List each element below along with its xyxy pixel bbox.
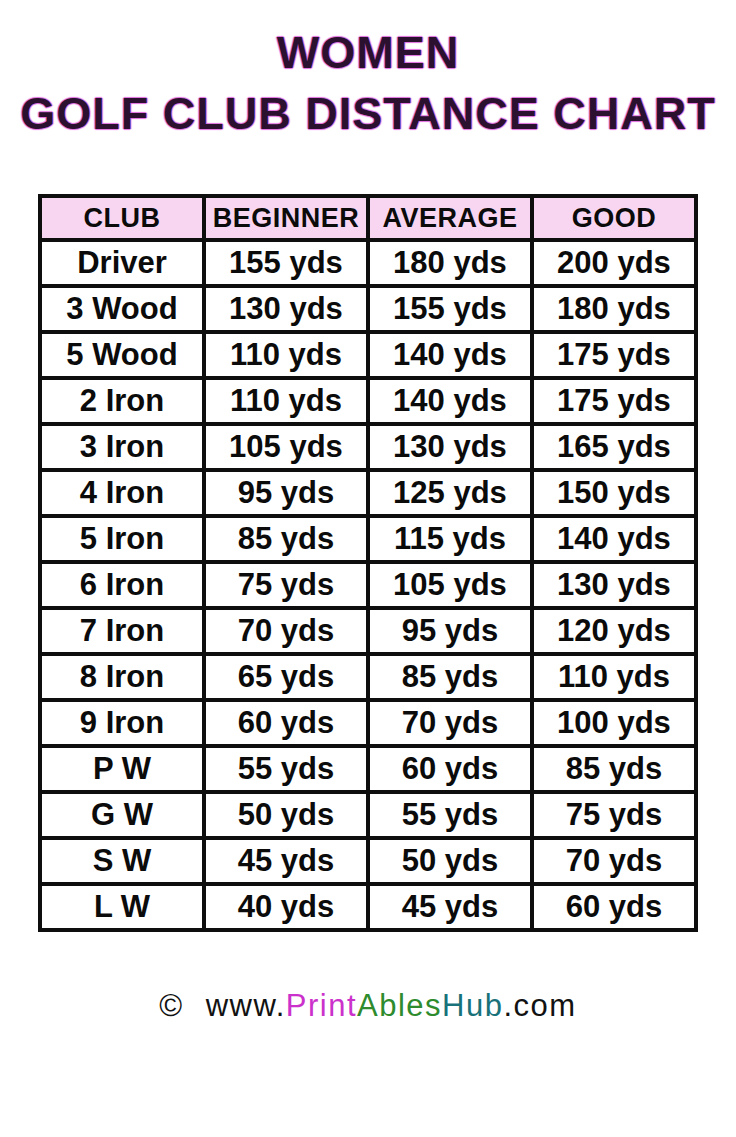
table-row: 5 Iron85 yds115 yds140 yds: [40, 516, 696, 562]
distance-cell: 50 yds: [204, 792, 368, 838]
distance-cell: 125 yds: [368, 470, 532, 516]
table-row: 4 Iron95 yds125 yds150 yds: [40, 470, 696, 516]
distance-cell: 70 yds: [204, 608, 368, 654]
table-row: 7 Iron70 yds95 yds120 yds: [40, 608, 696, 654]
distance-cell: 95 yds: [204, 470, 368, 516]
club-cell: 3 Wood: [40, 286, 204, 332]
url-www: www.: [206, 988, 286, 1023]
page-title-line2: GOLF CLUB DISTANCE CHART: [0, 83, 736, 144]
table-row: 3 Iron105 yds130 yds165 yds: [40, 424, 696, 470]
page-title: WOMEN GOLF CLUB DISTANCE CHART: [0, 0, 736, 144]
distance-cell: 200 yds: [532, 240, 696, 286]
distance-cell: 60 yds: [532, 884, 696, 930]
distance-cell: 40 yds: [204, 884, 368, 930]
distance-cell: 110 yds: [204, 332, 368, 378]
club-cell: L W: [40, 884, 204, 930]
column-header-average: AVERAGE: [368, 196, 532, 240]
club-cell: 8 Iron: [40, 654, 204, 700]
distance-cell: 85 yds: [368, 654, 532, 700]
distance-cell: 140 yds: [368, 332, 532, 378]
club-cell: 5 Iron: [40, 516, 204, 562]
distance-cell: 60 yds: [368, 746, 532, 792]
distance-cell: 165 yds: [532, 424, 696, 470]
column-header-club: CLUB: [40, 196, 204, 240]
distance-cell: 110 yds: [204, 378, 368, 424]
distance-cell: 55 yds: [204, 746, 368, 792]
distance-cell: 140 yds: [368, 378, 532, 424]
club-cell: S W: [40, 838, 204, 884]
url-ables: Ables: [357, 988, 442, 1023]
distance-cell: 45 yds: [368, 884, 532, 930]
club-cell: 3 Iron: [40, 424, 204, 470]
table-header: CLUB BEGINNER AVERAGE GOOD: [40, 196, 696, 240]
distance-cell: 105 yds: [368, 562, 532, 608]
table-row: L W40 yds45 yds60 yds: [40, 884, 696, 930]
table-row: 2 Iron110 yds140 yds175 yds: [40, 378, 696, 424]
distance-cell: 75 yds: [532, 792, 696, 838]
table-body: Driver155 yds180 yds200 yds3 Wood130 yds…: [40, 240, 696, 930]
distance-cell: 65 yds: [204, 654, 368, 700]
distance-cell: 70 yds: [532, 838, 696, 884]
column-header-beginner: BEGINNER: [204, 196, 368, 240]
distance-cell: 120 yds: [532, 608, 696, 654]
distance-cell: 70 yds: [368, 700, 532, 746]
distance-table: CLUB BEGINNER AVERAGE GOOD Driver155 yds…: [38, 194, 698, 932]
distance-cell: 60 yds: [204, 700, 368, 746]
distance-cell: 45 yds: [204, 838, 368, 884]
distance-cell: 55 yds: [368, 792, 532, 838]
table-row: Driver155 yds180 yds200 yds: [40, 240, 696, 286]
distance-cell: 95 yds: [368, 608, 532, 654]
distance-cell: 130 yds: [532, 562, 696, 608]
club-cell: 4 Iron: [40, 470, 204, 516]
distance-cell: 180 yds: [532, 286, 696, 332]
distance-cell: 175 yds: [532, 332, 696, 378]
table-row: S W45 yds50 yds70 yds: [40, 838, 696, 884]
table-row: 9 Iron60 yds70 yds100 yds: [40, 700, 696, 746]
table-header-row: CLUB BEGINNER AVERAGE GOOD: [40, 196, 696, 240]
club-cell: 9 Iron: [40, 700, 204, 746]
page-title-line1: WOMEN: [0, 22, 736, 83]
distance-cell: 155 yds: [204, 240, 368, 286]
distance-cell: 75 yds: [204, 562, 368, 608]
distance-cell: 115 yds: [368, 516, 532, 562]
url-print: Print: [286, 988, 357, 1023]
distance-cell: 180 yds: [368, 240, 532, 286]
distance-cell: 100 yds: [532, 700, 696, 746]
table-row: 6 Iron75 yds105 yds130 yds: [40, 562, 696, 608]
distance-cell: 130 yds: [204, 286, 368, 332]
url-hub: Hub: [442, 988, 503, 1023]
distance-cell: 130 yds: [368, 424, 532, 470]
footer-credit: © www.PrintAblesHub.com: [0, 988, 736, 1024]
table-row: 5 Wood110 yds140 yds175 yds: [40, 332, 696, 378]
distance-cell: 150 yds: [532, 470, 696, 516]
club-cell: 2 Iron: [40, 378, 204, 424]
distance-cell: 175 yds: [532, 378, 696, 424]
distance-cell: 140 yds: [532, 516, 696, 562]
distance-cell: 50 yds: [368, 838, 532, 884]
distance-cell: 85 yds: [204, 516, 368, 562]
club-cell: G W: [40, 792, 204, 838]
club-cell: P W: [40, 746, 204, 792]
distance-cell: 110 yds: [532, 654, 696, 700]
distance-cell: 85 yds: [532, 746, 696, 792]
table-row: G W50 yds55 yds75 yds: [40, 792, 696, 838]
club-cell: 5 Wood: [40, 332, 204, 378]
copyright-symbol: ©: [159, 988, 183, 1023]
url-com: .com: [503, 988, 576, 1023]
table-row: 8 Iron65 yds85 yds110 yds: [40, 654, 696, 700]
table-row: 3 Wood130 yds155 yds180 yds: [40, 286, 696, 332]
distance-cell: 105 yds: [204, 424, 368, 470]
club-cell: Driver: [40, 240, 204, 286]
column-header-good: GOOD: [532, 196, 696, 240]
table-row: P W55 yds60 yds85 yds: [40, 746, 696, 792]
distance-cell: 155 yds: [368, 286, 532, 332]
club-cell: 6 Iron: [40, 562, 204, 608]
club-cell: 7 Iron: [40, 608, 204, 654]
